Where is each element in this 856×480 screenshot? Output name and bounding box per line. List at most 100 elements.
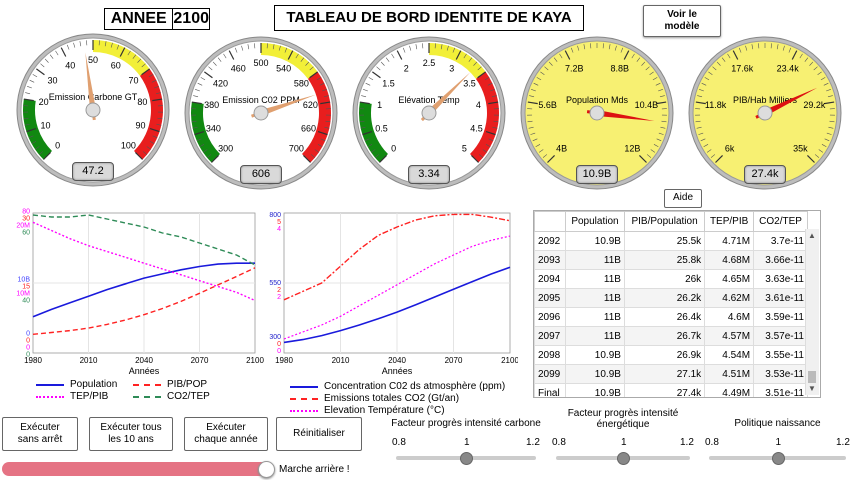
table-row[interactable]: 2095 11B 26.2k 4.62M 3.61e-11	[534, 288, 808, 308]
scroll-down-icon[interactable]: ▼	[808, 384, 816, 393]
table-row[interactable]: 2098 10.9B 26.9k 4.54M 3.55e-11	[534, 345, 808, 365]
y-tick-label: 0	[277, 341, 281, 348]
gauge-minor-tick	[727, 53, 731, 59]
run-each-year-button[interactable]: Exécuter chaque année	[184, 417, 268, 451]
run-every-10-years-button[interactable]: Exécuter tous les 10 ans	[89, 417, 173, 451]
x-tick-label: 2100	[246, 356, 264, 365]
scroll-up-icon[interactable]: ▲	[808, 231, 816, 240]
series-line-1	[283, 213, 511, 301]
x-axis-label: Années	[382, 366, 413, 375]
gauge-tick-label: 660	[301, 123, 316, 133]
gauge-minor-tick	[484, 77, 490, 81]
gauge-tick	[715, 155, 723, 163]
gauge-minor-tick	[208, 66, 213, 71]
y-tick-label: 300	[269, 334, 281, 341]
table-row[interactable]: 2097 11B 26.7k 4.57M 3.57e-11	[534, 326, 808, 346]
table-cell: 4.6M	[704, 307, 755, 327]
slider-max-label: 1.2	[680, 437, 694, 448]
gauge-tick-label: 8.8B	[610, 63, 629, 73]
series-line-2	[283, 235, 511, 340]
gauge-minor-tick	[645, 66, 650, 71]
table-cell: Final	[534, 383, 566, 397]
slider-knob[interactable]	[771, 452, 785, 465]
view-model-button[interactable]: Voir le modèle	[643, 5, 721, 37]
table-header	[534, 211, 566, 232]
gauge-tick	[396, 50, 403, 60]
gauge-minor-tick	[79, 41, 82, 47]
gauge-minor-tick	[241, 45, 244, 51]
gauge-minor-tick	[788, 47, 792, 53]
slider-min-label: 0.8	[552, 437, 566, 448]
gauge-tick	[372, 71, 381, 79]
help-button[interactable]: Aide	[664, 189, 702, 208]
slider-knob[interactable]	[617, 452, 630, 465]
gauge-minor-tick	[463, 53, 467, 59]
table-cell: 4.62M	[704, 288, 755, 308]
slider-knob[interactable]	[460, 452, 473, 465]
legend-co2-concentration: Concentration C02 ds atmosphère (ppm)	[290, 381, 505, 392]
y-tick-label: 80	[22, 209, 30, 216]
gauge-tick-label: 90	[136, 120, 146, 130]
gauge-minor-tick	[452, 47, 456, 53]
table-cell: 3.66e-11	[753, 250, 808, 270]
gauge-minor-tick	[359, 120, 365, 123]
table-row[interactable]: 2094 11B 26k 4.65M 3.63e-11	[534, 269, 808, 289]
gauge-minor-tick	[636, 57, 641, 62]
gauge-tick	[141, 68, 150, 76]
table-cell: 4.57M	[704, 326, 755, 346]
gauge-tick-label: 0.5	[375, 123, 388, 133]
gauge-minor-tick	[415, 44, 418, 50]
gauge-minor-tick	[473, 61, 478, 66]
table-cell: 27.1k	[623, 364, 706, 384]
gauge-minor-tick	[538, 149, 544, 153]
gauge-tick-label: 1	[377, 100, 382, 110]
gauge-minor-tick	[206, 154, 212, 158]
gauge-tick-label: 3.5	[463, 79, 476, 89]
table-row[interactable]: 2099 10.9B 27.1k 4.51M 3.53e-11	[534, 364, 808, 384]
gauge-minor-tick	[409, 45, 412, 51]
gauge-minor-tick	[646, 154, 652, 158]
x-axis-label: Années	[129, 366, 160, 375]
gauge-tick-label: 7.2B	[565, 63, 584, 73]
gauge-minor-tick	[49, 54, 54, 59]
gauge-minor-tick	[492, 126, 498, 129]
y-tick-label: 2	[277, 294, 281, 301]
gauge-needle	[596, 110, 655, 121]
gauge-tick	[656, 101, 667, 105]
table-cell: 11B	[565, 288, 625, 308]
reverse-progress-bar[interactable]	[2, 462, 268, 476]
reverse-progress-handle[interactable]	[258, 461, 275, 478]
gauge-minor-tick	[708, 71, 713, 76]
slider-title: Facteur progrès intensité carbone	[391, 418, 541, 429]
scroll-thumb[interactable]	[808, 371, 816, 383]
gauge-minor-tick	[721, 57, 726, 62]
gauge-minor-tick	[197, 82, 203, 86]
gauge-tick	[379, 155, 387, 163]
gauge-tick-label: 4	[476, 100, 481, 110]
gauge-minor-tick	[234, 47, 238, 53]
table-cell: 26.9k	[623, 345, 706, 365]
y-tick-label: 10M	[16, 291, 30, 298]
temperature-gauge: 0 0.5 1 1.5 2 2.5 3 3.5 4 4.5 5 Elévation Temp	[349, 35, 509, 191]
gauge-tick	[152, 98, 163, 102]
gauge-tick-label: 70	[128, 76, 138, 86]
reverse-label: Marche arrière !	[279, 464, 350, 475]
table-cell: 26.7k	[623, 326, 706, 346]
y-tick-label: 0	[26, 338, 30, 345]
table-scrollbar[interactable]: ▲ ▼	[805, 229, 819, 395]
gauge-needle	[85, 52, 96, 111]
table-row[interactable]: 2092 10.9B 25.5k 4.71M 3.7e-11	[534, 231, 808, 251]
table-row[interactable]: 2096 11B 26.4k 4.6M 3.59e-11	[534, 307, 808, 327]
gauge-minor-tick	[827, 95, 833, 98]
gauge-tick-label: 2	[404, 63, 409, 73]
table-row[interactable]: 2093 11B 25.8k 4.68M 3.66e-11	[534, 250, 808, 270]
results-table[interactable]: Population PIB/Population TEP/PIB CO2/TE…	[533, 210, 821, 398]
gauge-minor-tick	[200, 77, 206, 81]
gauge-minor-tick	[368, 77, 374, 81]
table-row[interactable]: Final 10.9B 27.4k 4.49M 3.51e-11	[534, 383, 808, 397]
reset-button[interactable]: Réinitialiser	[276, 417, 362, 451]
gauge-tick-label: 60	[111, 60, 121, 70]
run-continuous-button[interactable]: Exécuter sans arrêt	[2, 417, 78, 451]
y-tick-label: 0	[26, 331, 30, 338]
gauge-minor-tick	[698, 132, 704, 135]
